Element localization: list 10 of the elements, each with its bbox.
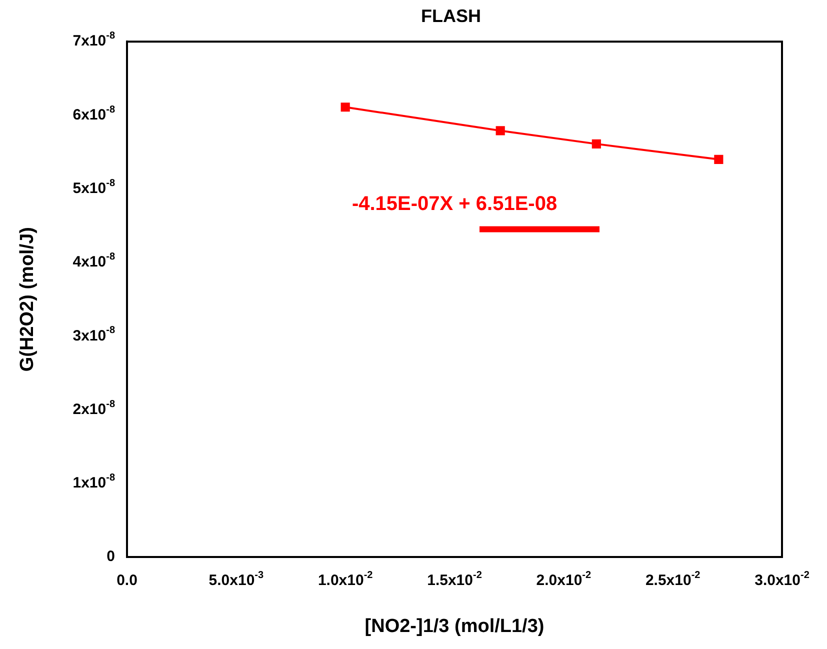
y-axis-title: G(H2O2) (mol/J) [17, 226, 38, 372]
y-tick-label: 0 [106, 548, 115, 566]
x-tick-label: 0.0 [116, 572, 138, 590]
x-axis-title: [NO2-]1/3 (mol/L1/3) [364, 616, 544, 638]
text: -4.15E-07X + 6.51E-08 [352, 192, 558, 215]
chart-title: FLASH [421, 6, 481, 26]
point [592, 139, 601, 148]
point [496, 126, 505, 136]
point [714, 154, 724, 164]
point [340, 102, 350, 112]
